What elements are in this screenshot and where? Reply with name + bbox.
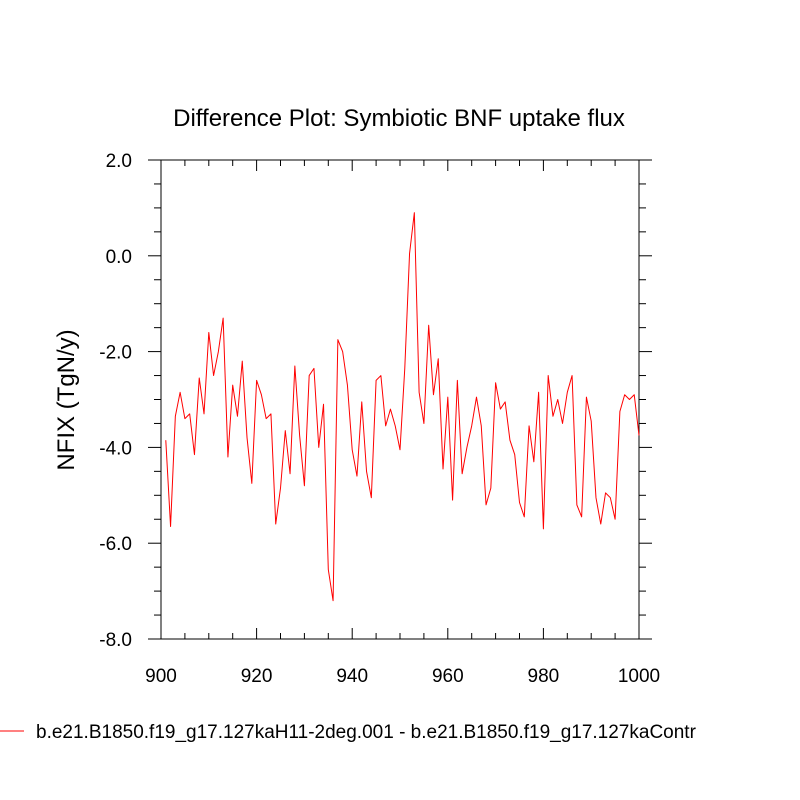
y-axis-label: NFIX (TgN/y) bbox=[53, 329, 80, 470]
x-tick-label: 960 bbox=[432, 666, 464, 687]
y-axis: -8.0 -6.0 -4.0 -2.0 0.0 2.0 bbox=[99, 151, 652, 651]
legend: b.e21.B1850.f19_g17.127kaH11-2deg.001 - … bbox=[0, 722, 697, 743]
x-axis: 900 920 940 960 980 1000 bbox=[145, 160, 660, 687]
x-tick-label: 940 bbox=[336, 666, 368, 687]
series-group bbox=[165, 212, 640, 602]
y-tick-label: -4.0 bbox=[99, 438, 132, 459]
plot-frame bbox=[160, 159, 640, 640]
y-tick-label: -2.0 bbox=[99, 343, 132, 364]
x-tick-label: 900 bbox=[145, 666, 177, 687]
x-tick-label: 980 bbox=[528, 666, 560, 687]
series-line bbox=[165, 212, 640, 602]
y-tick-label: -8.0 bbox=[99, 630, 132, 651]
y-tick-label: 2.0 bbox=[106, 151, 132, 172]
x-tick-label: 920 bbox=[241, 666, 273, 687]
chart-title: Difference Plot: Symbiotic BNF uptake fl… bbox=[173, 105, 625, 132]
legend-label: b.e21.B1850.f19_g17.127kaH11-2deg.001 - … bbox=[36, 722, 697, 743]
x-tick-label: 1000 bbox=[618, 666, 660, 687]
y-tick-label: -6.0 bbox=[99, 534, 132, 555]
y-tick-label: 0.0 bbox=[106, 247, 132, 268]
